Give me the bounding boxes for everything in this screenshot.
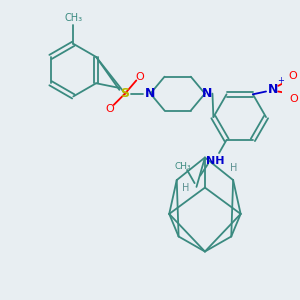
Text: N: N: [145, 87, 156, 100]
Text: NH: NH: [206, 156, 224, 166]
Text: O: O: [288, 71, 297, 81]
Text: N: N: [268, 83, 279, 96]
Text: CH₃: CH₃: [64, 14, 83, 23]
Text: H: H: [230, 163, 238, 173]
Text: O: O: [106, 103, 114, 114]
Text: S: S: [121, 87, 130, 100]
Text: CH₃: CH₃: [175, 162, 192, 171]
Text: O: O: [289, 94, 298, 104]
Text: +: +: [278, 76, 284, 85]
Text: N: N: [202, 87, 212, 100]
Text: O: O: [136, 72, 144, 82]
Text: ⁻: ⁻: [299, 94, 300, 104]
Text: H: H: [182, 183, 189, 193]
